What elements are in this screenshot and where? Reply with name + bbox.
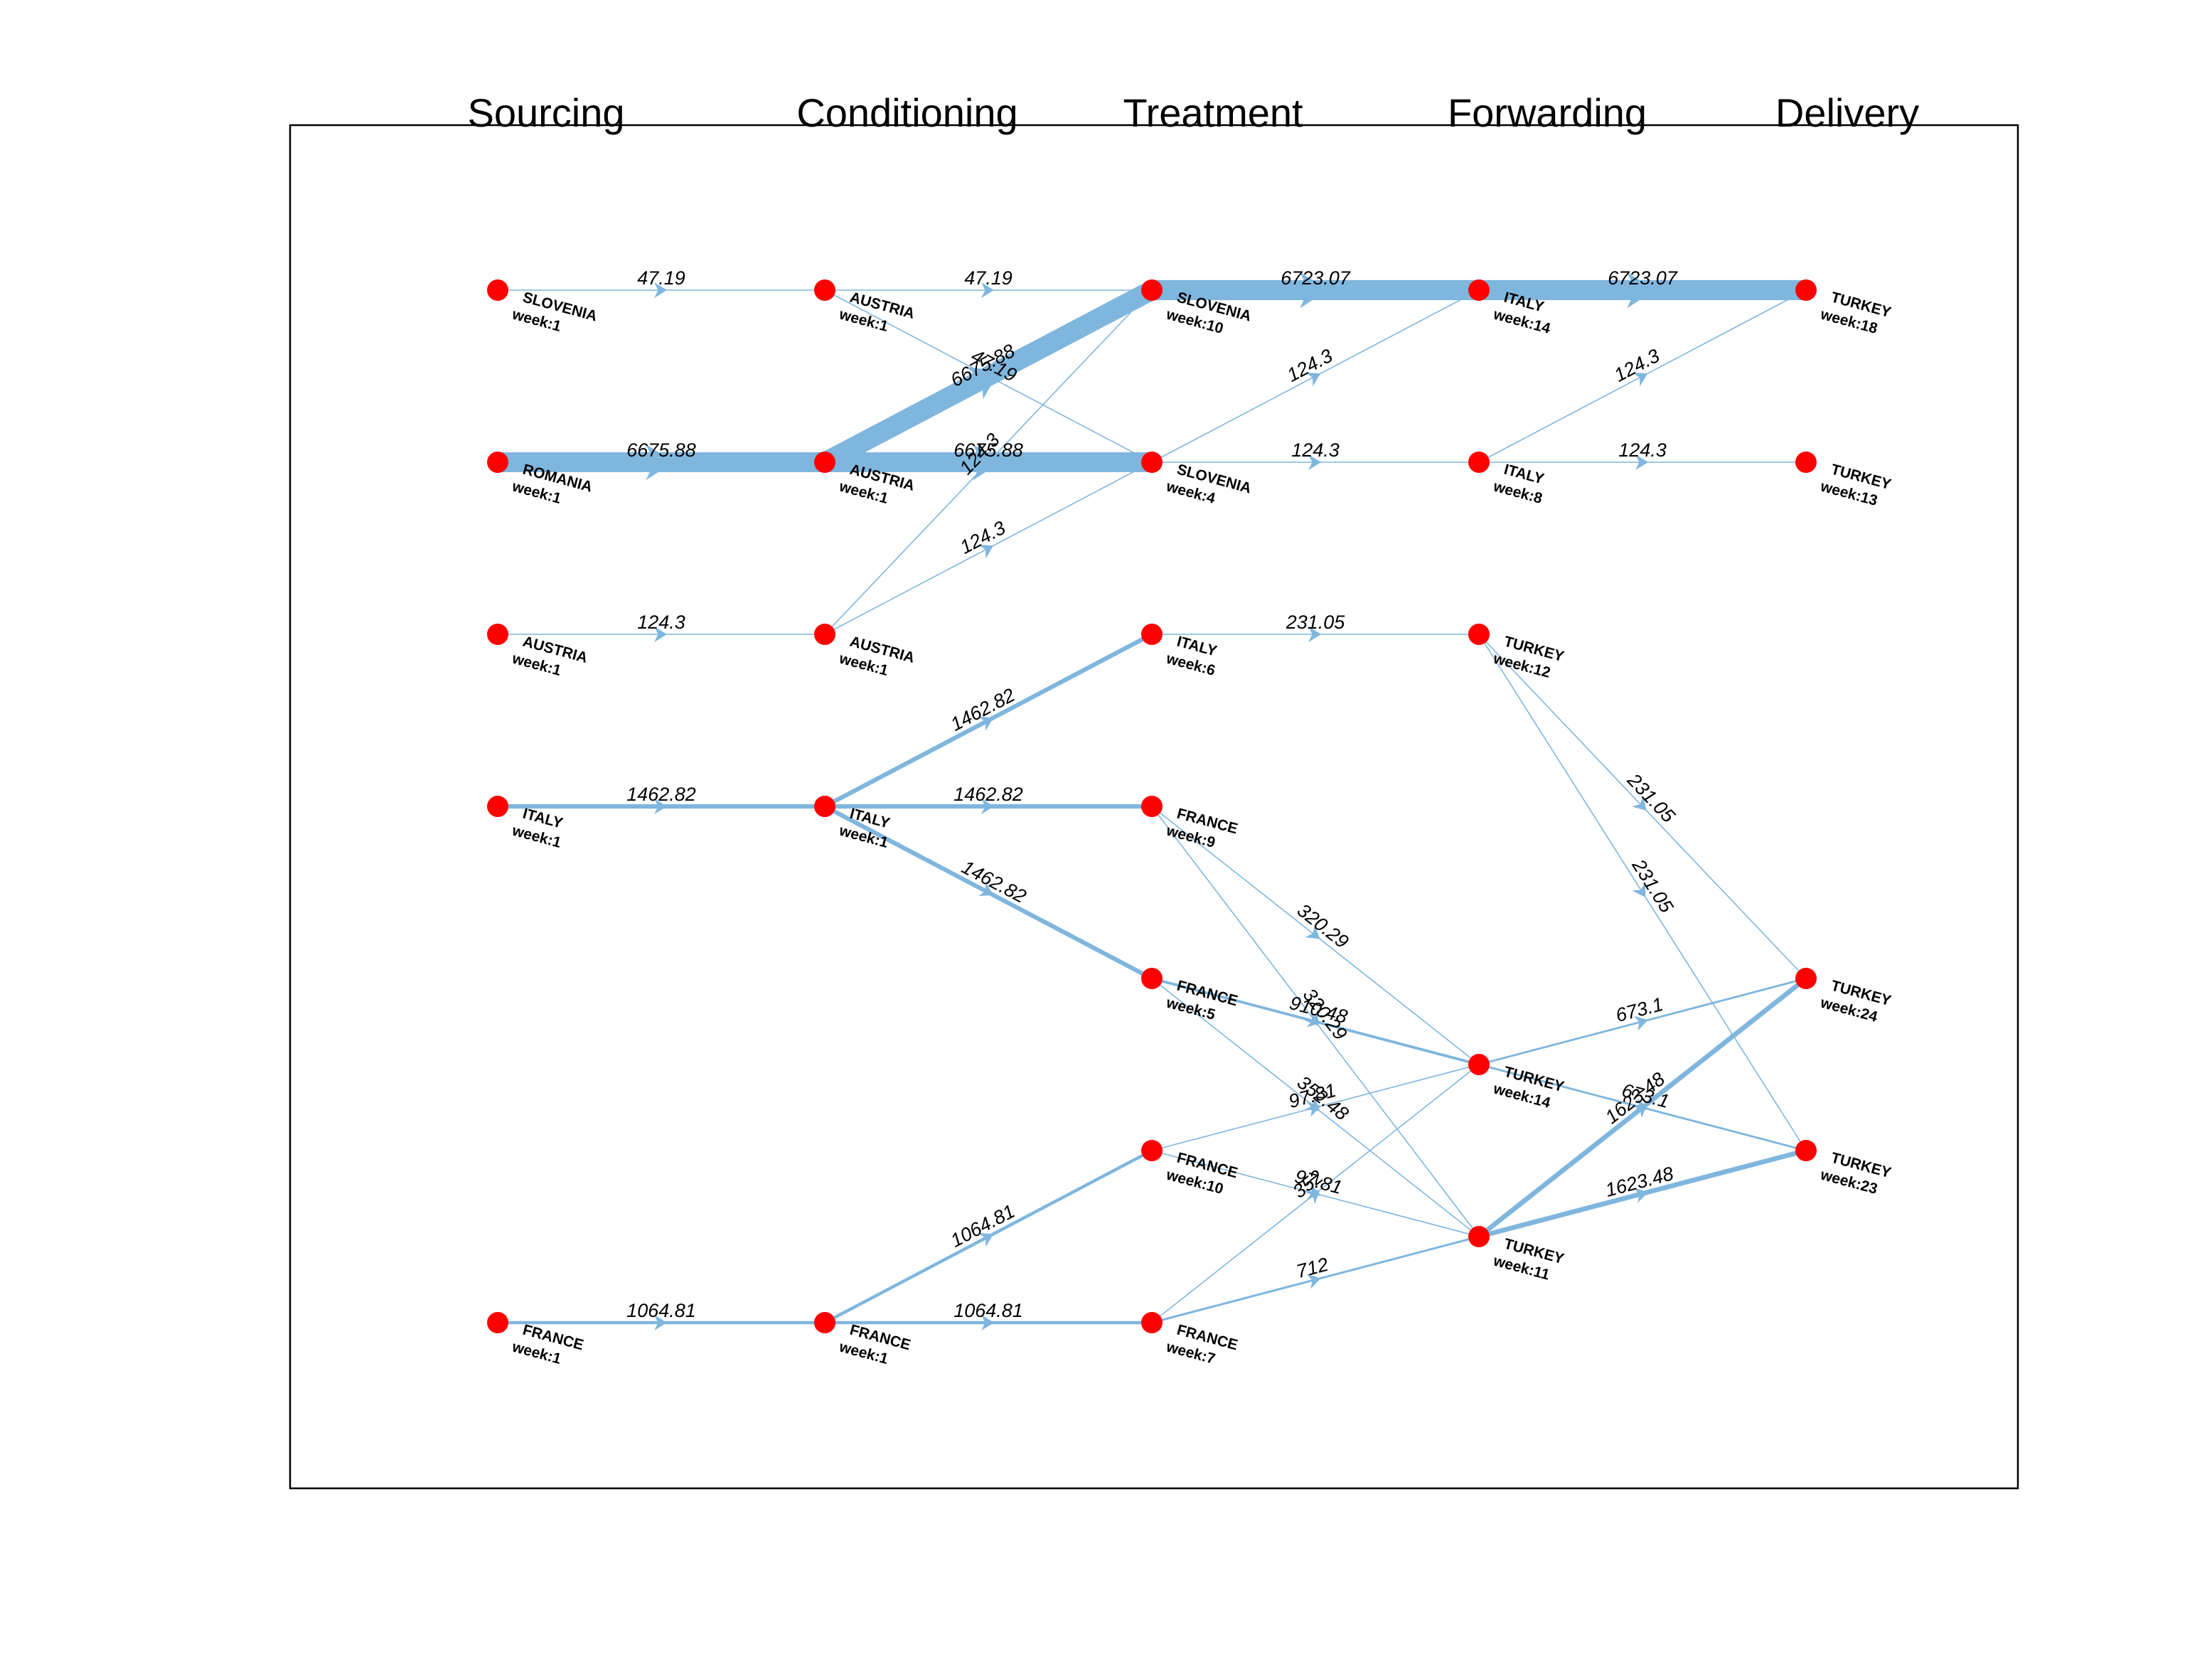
edge-arrow <box>978 1232 994 1247</box>
node-marker <box>1468 1226 1490 1247</box>
stage-title-treatment: Treatment <box>1123 90 1303 135</box>
edge-arrow <box>646 444 674 481</box>
edge-label: 124.3 <box>637 612 685 633</box>
node-marker <box>1468 1054 1490 1075</box>
edge-label: 6675.88 <box>953 439 1023 461</box>
edge-label: 1462.82 <box>953 784 1023 805</box>
node-marker <box>487 279 508 301</box>
stage-title-delivery: Delivery <box>1775 90 1919 135</box>
edge-arrow <box>978 716 994 731</box>
node-marker <box>814 1312 835 1333</box>
node-marker <box>1141 968 1163 989</box>
edge-arrow <box>966 367 1000 400</box>
edge-arrow <box>1633 1188 1648 1203</box>
edge-arrow <box>1305 924 1320 939</box>
edge-arrow <box>981 799 995 814</box>
stage-title-sourcing: Sourcing <box>467 90 624 135</box>
node-marker <box>1141 796 1163 817</box>
edge-arrow <box>1635 454 1649 470</box>
edge-label: 1064.81 <box>626 1300 696 1321</box>
edge-arrow <box>654 282 668 298</box>
edge-arrow <box>981 1315 995 1330</box>
node-marker <box>487 624 508 645</box>
stage-title-forwarding: Forwarding <box>1448 90 1647 135</box>
edge-arrow <box>1308 626 1322 642</box>
edge-arrow <box>654 1315 668 1330</box>
node-marker <box>1795 1140 1817 1161</box>
node-marker <box>487 796 508 817</box>
edge-arrow <box>978 882 994 897</box>
edge-arrow <box>654 799 668 814</box>
edge-arrow <box>981 282 995 298</box>
edge-arrow <box>1632 796 1647 811</box>
node-marker <box>1141 1140 1163 1161</box>
node-marker <box>1141 624 1163 645</box>
edge-arrow <box>1300 272 1328 309</box>
edge-arrow <box>654 626 668 642</box>
node-marker <box>487 1312 508 1333</box>
node-marker <box>814 279 835 301</box>
edge-label: 1064.81 <box>953 1300 1023 1321</box>
node-marker <box>814 796 835 817</box>
node-marker <box>1468 452 1490 473</box>
edge-arrow <box>1632 882 1646 897</box>
node-marker <box>1795 968 1817 989</box>
edge-arrow <box>1633 1015 1648 1031</box>
stage-title-conditioning: Conditioning <box>796 90 1017 135</box>
edge-label: 47.19 <box>964 267 1013 289</box>
node-marker <box>814 452 835 473</box>
node-marker <box>1795 279 1817 301</box>
edge-arrow <box>978 458 993 473</box>
node-marker <box>487 452 508 473</box>
edge-arrow <box>1305 372 1321 387</box>
edge-label: 1462.82 <box>626 784 696 805</box>
node-marker <box>1141 279 1163 301</box>
node-marker <box>1795 452 1817 473</box>
node-marker <box>1468 624 1490 645</box>
edge-arrow <box>1632 1104 1647 1119</box>
edge-arrow <box>1308 454 1322 470</box>
edge-label: 231.05 <box>1286 612 1346 633</box>
edge-label: 124.3 <box>1291 439 1340 461</box>
node-marker <box>1141 1312 1163 1333</box>
edge-arrow <box>1305 1190 1320 1205</box>
edge-arrow <box>1633 372 1648 387</box>
edge-arrow <box>978 544 994 559</box>
edge-label: 6723.07 <box>1608 267 1678 289</box>
edge-arrow <box>1627 272 1655 309</box>
edge-label: 124.3 <box>1618 439 1667 461</box>
node-marker <box>1141 452 1163 473</box>
edge-arrow <box>1306 1012 1321 1028</box>
edge-label: 47.19 <box>637 267 685 289</box>
edge-arrow <box>1306 1101 1321 1117</box>
edge-label: 6723.07 <box>1281 267 1351 289</box>
arrows-layer <box>646 272 1655 1330</box>
edge-arrow <box>1306 1274 1321 1289</box>
stage-titles: Sourcing Conditioning Treatment Forwarding D… <box>467 90 1919 135</box>
edge-label: 6675.88 <box>626 439 696 461</box>
node-marker <box>1468 279 1490 301</box>
node-marker <box>814 624 835 645</box>
